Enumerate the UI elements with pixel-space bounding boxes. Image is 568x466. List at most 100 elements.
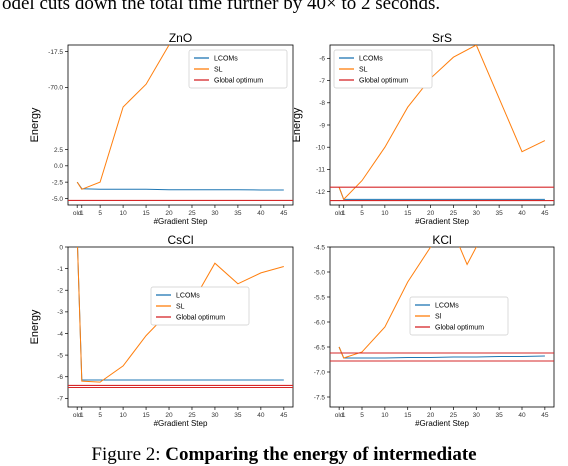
x-tick-label: 5: [360, 210, 364, 217]
y-tick-label: 2.5: [54, 147, 63, 154]
x-tick-label: 20: [165, 412, 173, 419]
x-tick-label: 5: [98, 412, 102, 419]
x-tick-label: 1: [80, 412, 84, 419]
y-tick-label: -2: [57, 288, 63, 295]
y-tick-label: -6: [319, 56, 325, 63]
series-line-sl: [338, 247, 477, 359]
legend-label: LCOMs: [176, 293, 200, 300]
legend-box: [333, 49, 433, 89]
legend-label: LCOMs: [359, 56, 383, 63]
legend-box: [150, 286, 250, 326]
x-tick-label: 30: [473, 412, 481, 419]
caption-prefix: Figure 2:: [91, 444, 161, 465]
y-tick-label: -8: [319, 100, 325, 107]
x-tick-label: 10: [381, 412, 389, 419]
top-text: odel cuts down the total time further by…: [2, 0, 441, 14]
x-tick-label: 5: [98, 210, 102, 217]
x-tick-label: 1: [342, 412, 346, 419]
x-tick-label: 10: [119, 210, 127, 217]
x-tick-label: 15: [142, 210, 150, 217]
series-line-lcoms: [77, 247, 284, 381]
x-tick-label: 25: [450, 412, 458, 419]
x-tick-label: 40: [518, 412, 526, 419]
plot-frame: [67, 246, 294, 408]
y-tick-label: -9: [319, 122, 325, 129]
y-tick-label: 0.0: [54, 163, 63, 170]
legend: LCOMs SL Global optimum: [150, 286, 250, 326]
x-tick-label: old: [73, 210, 82, 217]
legend-label: SL: [214, 67, 223, 74]
x-tick-label: old: [335, 412, 344, 419]
x-tick-label: 35: [496, 412, 504, 419]
y-tick-label: -11: [316, 167, 325, 174]
x-tick-label: 10: [119, 412, 127, 419]
y-tick-label: -6.5: [314, 344, 326, 351]
y-tick-label: -1: [57, 266, 63, 273]
legend: LCOMs Sl Global optimum: [409, 296, 509, 336]
y-tick-label: -7: [319, 78, 325, 85]
legend-box: [409, 296, 509, 336]
series-line-lcoms: [76, 181, 284, 191]
y-axis-label: Energy: [29, 309, 41, 344]
x-tick-label: old: [73, 412, 82, 419]
legend-label: SL: [176, 304, 185, 311]
x-tick-label: 40: [518, 210, 526, 217]
legend-label: SL: [359, 67, 368, 74]
legend-label: LCOMs: [214, 56, 238, 63]
y-tick-label: -6: [57, 374, 63, 381]
x-tick-label: 25: [188, 210, 196, 217]
x-tick-label: 30: [211, 210, 219, 217]
legend-label: Global optimum: [359, 78, 408, 85]
legend-label: Global optimum: [176, 315, 225, 322]
x-axis-label: #Gradient Step: [154, 419, 208, 428]
x-tick-label: 1: [80, 210, 84, 217]
y-tick-label: -7: [57, 396, 63, 403]
y-tick-label: -5.5: [314, 294, 326, 301]
x-tick-label: 20: [165, 210, 173, 217]
y-tick-label: -3: [57, 309, 63, 316]
x-tick-label: 45: [541, 210, 549, 217]
y-tick-label: 0: [59, 244, 63, 251]
figure-caption: Figure 2: Comparing the energy of interm…: [0, 444, 568, 466]
x-axis-label: #Gradient Step: [154, 217, 208, 226]
y-tick-label: -17.5: [48, 49, 63, 56]
chart-title: ZnO: [169, 31, 192, 45]
y-tick-label: -4: [57, 331, 63, 338]
y-tick-label: -7.5: [314, 394, 326, 401]
y-tick-label: -10: [316, 145, 326, 152]
x-tick-label: 35: [234, 210, 242, 217]
legend: LCOMs SL Global optimum: [333, 49, 433, 89]
x-tick-label: old: [335, 210, 344, 217]
y-tick-label: -5.0: [52, 196, 64, 203]
chart-title: CsCl: [168, 233, 194, 247]
y-tick-label: -6.0: [314, 319, 326, 326]
legend: LCOMs SL Global optimum: [188, 49, 288, 89]
x-tick-label: 10: [381, 210, 389, 217]
chart-title: SrS: [432, 31, 452, 45]
x-tick-label: 20: [427, 412, 435, 419]
x-tick-label: 45: [541, 412, 549, 419]
caption-bold: Comparing the energy of intermediate: [165, 444, 477, 465]
y-tick-label: -7.0: [314, 369, 326, 376]
legend-label: Sl: [435, 314, 442, 321]
x-tick-label: 25: [450, 210, 458, 217]
x-tick-label: 15: [404, 210, 412, 217]
y-tick-label: -70.0: [48, 85, 63, 92]
x-tick-label: 35: [234, 412, 242, 419]
y-axis-label: Energy: [29, 107, 41, 142]
x-axis-label: #Gradient Step: [415, 419, 469, 428]
x-tick-label: 15: [142, 412, 150, 419]
x-tick-label: 5: [360, 412, 364, 419]
chart-title: KCl: [432, 233, 451, 247]
x-axis-label: #Gradient Step: [415, 217, 469, 226]
x-tick-label: 40: [257, 210, 265, 217]
series-line-lcoms: [338, 187, 545, 200]
y-tick-label: -4.5: [314, 244, 326, 251]
x-tick-label: 45: [280, 412, 288, 419]
y-tick-label: -5.0: [314, 269, 326, 276]
plot-frame: [67, 44, 294, 206]
